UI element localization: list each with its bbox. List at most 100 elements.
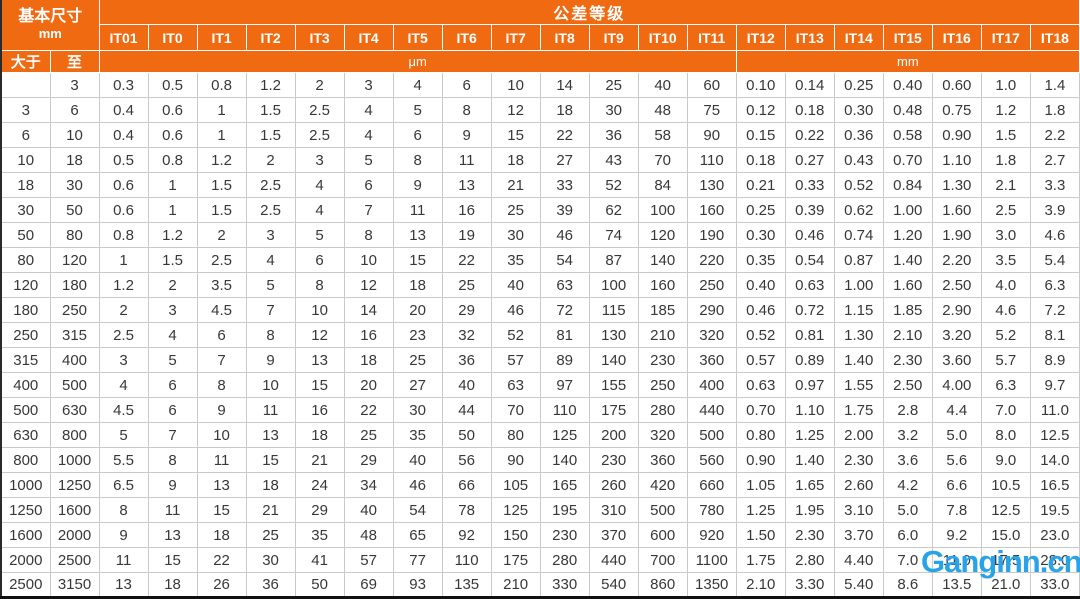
table-row: 6 10 0.4 0.6 1 1.5 2.5 4 6 9 15 22 36 58 90 0.15 0.22 0.3…: [0, 122, 1080, 148]
cell-tolerance-value: 66: [441, 472, 492, 498]
cell-tolerance-value: 1: [196, 122, 247, 148]
cell-tolerance-value: 1350: [686, 572, 737, 598]
cell-tolerance-value: 0.3: [98, 72, 149, 98]
cell-size-to: 250: [49, 297, 100, 323]
cell-tolerance-value: 35: [392, 422, 443, 448]
cell-tolerance-value: 165: [539, 472, 590, 498]
cell-tolerance-value: 4.5: [98, 397, 149, 423]
cell-tolerance-value: 2.30: [833, 447, 884, 473]
cell-tolerance-value: 6: [343, 172, 394, 198]
table-row: 3 6 0.4 0.6 1 1.5 2.5 4 5 8 12 18 30 48 75 0.12 0.18 0.30…: [0, 97, 1080, 123]
table-row: 3 0.3 0.5 0.8 1.2 2 3 4 6 10 14 25 40 60 0.10 0.14 0.25 0…: [0, 72, 1080, 98]
cell-tolerance-value: 20: [343, 372, 394, 398]
cell-tolerance-value: 8.1: [1029, 322, 1080, 348]
cell-tolerance-value: 18: [343, 347, 394, 373]
cell-tolerance-value: 4.40: [833, 547, 884, 573]
cell-tolerance-value: 1.10: [784, 397, 835, 423]
basic-size-header: 基本尺寸 mm: [0, 0, 100, 51]
cell-tolerance-value: 52: [588, 172, 639, 198]
cell-tolerance-value: 24: [294, 472, 345, 498]
cell-tolerance-value: 0.35: [735, 247, 786, 273]
cell-tolerance-value: 0.30: [833, 97, 884, 123]
cell-tolerance-value: 8: [147, 447, 198, 473]
cell-tolerance-value: 40: [441, 372, 492, 398]
cell-tolerance-value: 46: [490, 297, 541, 323]
cell-tolerance-value: 30: [588, 97, 639, 123]
cell-tolerance-value: 260: [588, 472, 639, 498]
cell-tolerance-value: 7.0: [882, 547, 933, 573]
cell-tolerance-value: 17.5: [980, 547, 1031, 573]
cell-tolerance-value: 23: [392, 322, 443, 348]
cell-tolerance-value: 13: [245, 422, 296, 448]
cell-tolerance-value: 8.9: [1029, 347, 1080, 373]
cell-tolerance-value: 6: [441, 72, 492, 98]
cell-tolerance-value: 0.10: [735, 72, 786, 98]
col-header-it9: IT9: [588, 24, 639, 51]
cell-tolerance-value: 7.8: [931, 497, 982, 523]
cell-tolerance-value: 11: [245, 397, 296, 423]
cell-tolerance-value: 18: [147, 572, 198, 598]
cell-tolerance-value: 13: [196, 472, 247, 498]
cell-tolerance-value: 3: [245, 222, 296, 248]
cell-tolerance-value: 920: [686, 522, 737, 548]
table-row: 2500 3150 13 18 26 36 50 69 93 135 210 330 540 860 135…: [0, 572, 1080, 598]
cell-tolerance-value: 2.80: [784, 547, 835, 573]
cell-tolerance-value: 0.70: [735, 397, 786, 423]
cell-tolerance-value: 1.5: [980, 122, 1031, 148]
cell-tolerance-value: 4: [294, 172, 345, 198]
cell-tolerance-value: 32: [441, 322, 492, 348]
cell-tolerance-value: 130: [588, 322, 639, 348]
cell-size-to: 2500: [49, 547, 100, 573]
cell-tolerance-value: 22: [343, 397, 394, 423]
cell-tolerance-value: 1.00: [882, 197, 933, 223]
cell-tolerance-value: 11: [441, 147, 492, 173]
cell-tolerance-value: 2.50: [882, 372, 933, 398]
cell-tolerance-value: 2.90: [931, 297, 982, 323]
cell-tolerance-value: 3.70: [833, 522, 884, 548]
cell-tolerance-value: 3.9: [1029, 197, 1080, 223]
cell-tolerance-value: 3: [343, 72, 394, 98]
cell-tolerance-value: 27: [539, 147, 590, 173]
cell-tolerance-value: 2.5: [98, 322, 149, 348]
cell-tolerance-value: 330: [539, 572, 590, 598]
cell-tolerance-value: 18: [245, 472, 296, 498]
cell-tolerance-value: 8.6: [882, 572, 933, 598]
cell-tolerance-value: 21: [490, 172, 541, 198]
cell-tolerance-value: 110: [441, 547, 492, 573]
cell-tolerance-value: 1.25: [784, 422, 835, 448]
unit-mm-header: mm: [735, 50, 1080, 73]
cell-tolerance-value: 90: [686, 122, 737, 148]
cell-tolerance-value: 8.0: [980, 422, 1031, 448]
cell-tolerance-value: 40: [637, 72, 688, 98]
cell-tolerance-value: 250: [686, 272, 737, 298]
cell-tolerance-value: 1.2: [196, 147, 247, 173]
cell-tolerance-value: 400: [686, 372, 737, 398]
cell-tolerance-value: 600: [637, 522, 688, 548]
cell-tolerance-value: 14: [539, 72, 590, 98]
cell-tolerance-value: 175: [490, 547, 541, 573]
cell-tolerance-value: 5.0: [882, 497, 933, 523]
cell-tolerance-value: 0.14: [784, 72, 835, 98]
cell-tolerance-value: 10: [294, 297, 345, 323]
cell-tolerance-value: 2.5: [196, 247, 247, 273]
cell-tolerance-value: 22: [539, 122, 590, 148]
cell-tolerance-value: 9: [147, 472, 198, 498]
cell-tolerance-value: 57: [343, 547, 394, 573]
cell-tolerance-value: 57: [490, 347, 541, 373]
col-header-it15: IT15: [882, 24, 933, 51]
cell-tolerance-value: 25: [588, 72, 639, 98]
cell-tolerance-value: 6: [294, 247, 345, 273]
cell-tolerance-value: 15: [196, 497, 247, 523]
cell-tolerance-value: 1.95: [784, 497, 835, 523]
cell-tolerance-value: 2.10: [735, 572, 786, 598]
cell-size-to: 800: [49, 422, 100, 448]
cell-tolerance-value: 15: [490, 122, 541, 148]
cell-tolerance-value: 250: [637, 372, 688, 398]
cell-tolerance-value: 6: [392, 122, 443, 148]
cell-size-to: 180: [49, 272, 100, 298]
cell-size-to: 120: [49, 247, 100, 273]
cell-tolerance-value: 3.20: [931, 322, 982, 348]
cell-tolerance-value: 0.18: [735, 147, 786, 173]
table-row: 1600 2000 9 13 18 25 35 48 65 92 150 230 370 600 920 1.…: [0, 522, 1080, 548]
cell-size-to: 6: [49, 97, 100, 123]
